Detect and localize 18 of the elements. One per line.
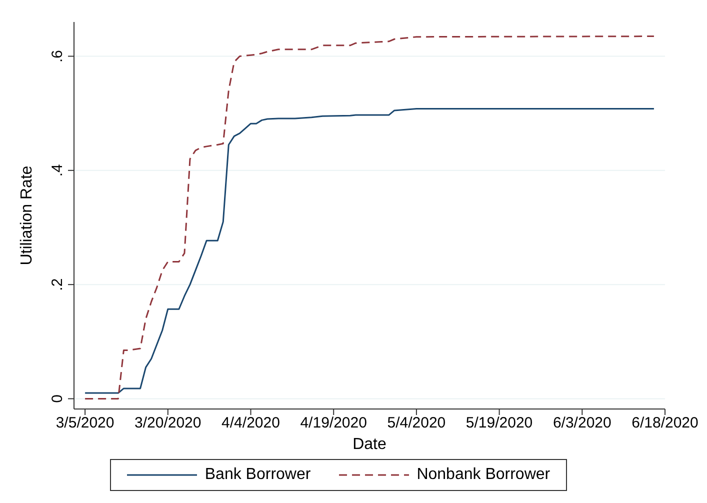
x-axis-title: Date [352, 436, 386, 453]
line-series [84, 108, 655, 394]
x-tick-label: 6/3/2020 [552, 414, 612, 432]
legend-label: Nonbank Borrower [416, 466, 550, 484]
x-tick-label: 5/4/2020 [387, 414, 446, 432]
y-tick-label: .2 [49, 278, 66, 291]
y-tick-label: .6 [49, 50, 66, 63]
x-tick-label: 6/18/2020 [632, 414, 698, 432]
x-tick-label: 4/19/2020 [300, 414, 367, 432]
x-tick-label: 3/5/2020 [56, 414, 114, 432]
legend-label: Bank Borrower [204, 466, 311, 484]
x-tick-label: 5/19/2020 [466, 414, 533, 432]
x-tick-label: 3/20/2020 [134, 414, 202, 432]
y-tick-label: 0 [49, 394, 66, 403]
y-axis-title: Utiliation Rate [18, 166, 36, 266]
line-series [84, 36, 655, 400]
y-tick-label: .4 [49, 164, 66, 177]
x-tick-label: 4/4/2020 [222, 414, 280, 432]
